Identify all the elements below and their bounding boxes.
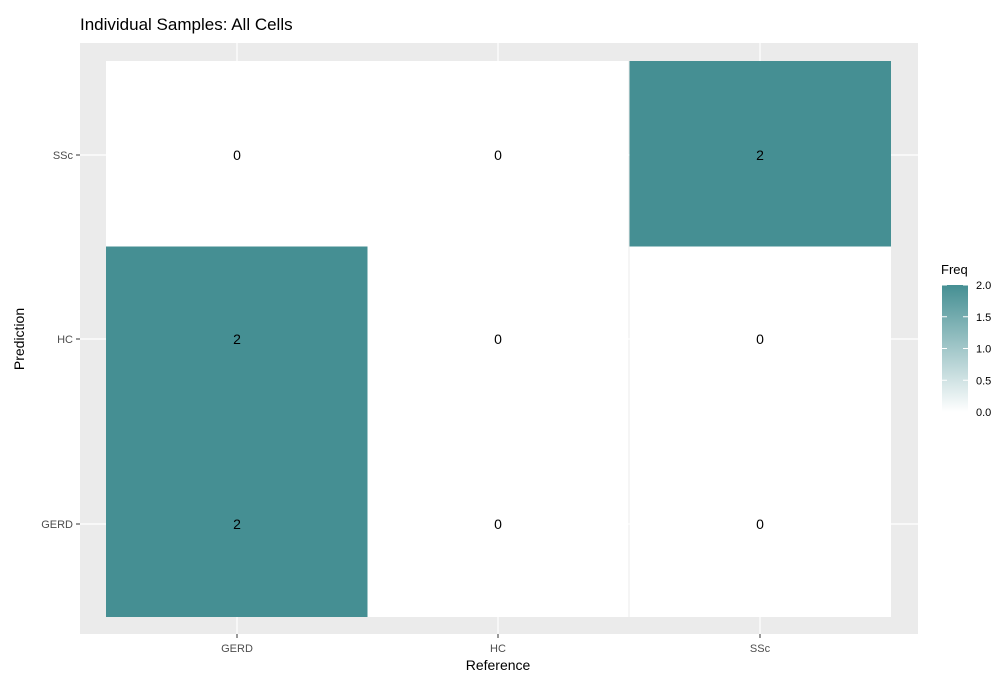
x-tick-label: HC [490, 643, 506, 655]
x-tick-label: SSc [750, 643, 771, 655]
heatmap-cell [367, 246, 629, 432]
heatmap-cells [106, 61, 891, 617]
y-tick-label: GERD [41, 519, 73, 531]
cell-value-label: 0 [756, 516, 764, 532]
cell-value-label: 2 [756, 147, 764, 163]
heatmap-cell [367, 431, 629, 617]
heatmap-cell [629, 246, 891, 432]
heatmap-cell [106, 61, 368, 248]
cell-value-label: 0 [494, 147, 502, 163]
y-axis-ticks: GERD HC SSc [41, 150, 80, 531]
cell-value-label: 0 [494, 516, 502, 532]
legend-ticks: 0.0 0.5 1.0 1.5 2.0 [942, 280, 991, 419]
heatmap-cell [629, 61, 891, 248]
heatmap-cell [629, 431, 891, 617]
x-axis-ticks: GERD HC SSc [221, 634, 771, 655]
heatmap-cell [106, 431, 368, 617]
cell-value-label: 0 [756, 331, 764, 347]
y-axis-title: Prediction [11, 308, 27, 370]
cell-value-label: 0 [233, 147, 241, 163]
heatmap-cell [367, 61, 629, 248]
legend-tick-label: 1.0 [976, 344, 991, 356]
legend-tick-label: 0.5 [976, 375, 991, 387]
legend: Freq 0.0 0.5 1.0 1.5 2.0 [941, 262, 991, 419]
legend-tick-label: 1.5 [976, 312, 991, 324]
y-tick-label: HC [57, 334, 73, 346]
legend-title: Freq [941, 262, 968, 277]
chart-title: Individual Samples: All Cells [80, 15, 293, 34]
x-tick-label: GERD [221, 643, 253, 655]
cell-labels: 0 0 2 2 0 0 2 0 0 [233, 147, 764, 532]
x-axis-title: Reference [466, 657, 531, 673]
heatmap-cell [106, 246, 368, 432]
cell-value-label: 0 [494, 331, 502, 347]
y-tick-label: SSc [53, 150, 74, 162]
legend-tick-label: 0.0 [976, 407, 991, 419]
cell-value-label: 2 [233, 516, 241, 532]
legend-tick-label: 2.0 [976, 280, 991, 292]
cell-value-label: 2 [233, 331, 241, 347]
